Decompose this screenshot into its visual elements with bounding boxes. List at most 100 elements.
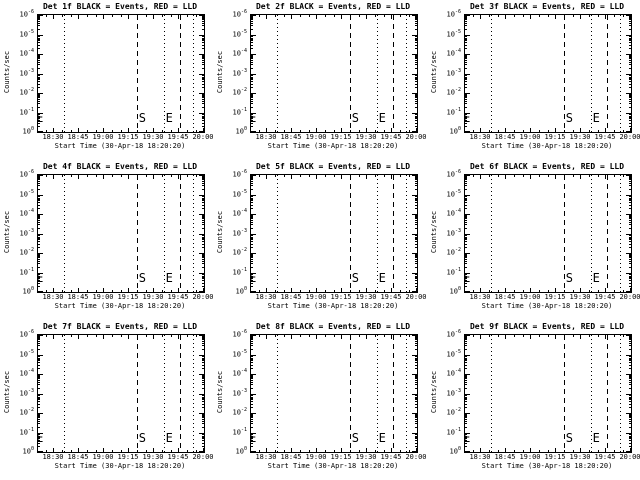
x-minor-tick — [473, 290, 474, 292]
y-minor-tick — [251, 55, 253, 56]
y-minor-tick — [251, 107, 253, 108]
y-minor-tick — [415, 394, 417, 395]
y-major-tick — [251, 394, 256, 395]
y-minor-tick — [251, 437, 253, 438]
y-minor-tick — [38, 68, 40, 69]
y-minor-tick — [415, 436, 417, 437]
y-minor-tick — [415, 215, 417, 216]
y-tick-exponent: -4 — [454, 48, 461, 54]
y-major-tick — [465, 433, 470, 434]
y-major-tick — [412, 273, 417, 274]
y-minor-tick — [251, 414, 253, 415]
y-minor-tick — [251, 117, 253, 118]
y-minor-tick — [251, 273, 253, 274]
y-minor-tick — [202, 434, 204, 435]
y-minor-tick — [629, 77, 631, 78]
y-minor-tick — [415, 95, 417, 96]
y-minor-tick — [251, 267, 253, 268]
dotted-reference-line — [591, 335, 592, 452]
y-minor-tick — [415, 415, 417, 416]
x-minor-tick — [300, 15, 301, 17]
x-minor-tick — [121, 15, 122, 17]
y-minor-tick — [415, 256, 417, 257]
y-minor-tick — [38, 87, 40, 88]
y-minor-tick — [251, 343, 253, 344]
x-major-tick — [416, 448, 417, 452]
flare-marker-letter: S — [565, 271, 573, 285]
x-major-tick — [580, 448, 581, 452]
y-minor-tick — [415, 224, 417, 225]
subplot-det-5f: Det 5f BLACK = Events, RED = LLD Counts/s… — [213, 160, 427, 320]
y-major-tick — [251, 433, 256, 434]
y-minor-tick — [415, 244, 417, 245]
y-minor-tick — [465, 117, 467, 118]
y-minor-tick — [38, 234, 40, 235]
flare-marker-letter: E — [592, 271, 600, 285]
y-minor-tick — [38, 241, 40, 242]
y-minor-tick — [465, 177, 467, 178]
y-minor-tick — [415, 84, 417, 85]
y-minor-tick — [38, 398, 40, 399]
x-minor-tick — [539, 335, 540, 337]
y-tick-exponent: 0 — [243, 446, 247, 452]
y-minor-tick — [202, 239, 204, 240]
x-minor-tick — [275, 15, 276, 17]
flare-marker-letter: E — [592, 111, 600, 125]
y-tick-label: 10-6 — [232, 329, 247, 339]
y-minor-tick — [251, 48, 253, 49]
y-minor-tick — [629, 388, 631, 389]
x-minor-tick — [259, 450, 260, 452]
y-minor-tick — [629, 208, 631, 209]
y-tick-exponent: -1 — [27, 106, 34, 113]
y-minor-tick — [38, 368, 40, 369]
y-tick-label: 100 — [235, 126, 247, 136]
y-minor-tick — [629, 101, 631, 102]
x-tick-label: 19:00 — [92, 453, 114, 461]
y-minor-tick — [415, 349, 417, 350]
x-minor-tick — [514, 15, 515, 17]
x-minor-tick — [523, 130, 524, 132]
y-major-tick — [199, 131, 204, 132]
y-minor-tick — [629, 79, 631, 80]
x-minor-tick — [62, 290, 63, 292]
y-minor-tick — [202, 103, 204, 104]
y-tick-exponent: -3 — [240, 387, 247, 394]
y-tick-exponent: -4 — [27, 208, 34, 214]
y-minor-tick — [415, 239, 417, 240]
y-minor-tick — [202, 283, 204, 284]
y-minor-tick — [251, 181, 253, 182]
y-minor-tick — [38, 116, 40, 117]
x-major-tick — [266, 448, 267, 452]
y-minor-tick — [415, 438, 417, 439]
y-minor-tick — [38, 113, 40, 114]
y-minor-tick — [251, 399, 253, 400]
x-axis-label: Start Time (30-Apr-18 18:20:20) — [267, 302, 399, 310]
y-major-tick — [412, 195, 417, 196]
x-minor-tick — [589, 335, 590, 337]
y-minor-tick — [465, 437, 467, 438]
y-minor-tick — [202, 208, 204, 209]
y-minor-tick — [629, 380, 631, 381]
y-minor-tick — [202, 18, 204, 19]
x-major-tick — [555, 448, 556, 452]
y-tick-label: 10-2 — [232, 87, 247, 97]
y-minor-tick — [251, 62, 253, 63]
x-tick-label: 19:45 — [594, 133, 616, 141]
x-major-tick — [266, 288, 267, 292]
y-minor-tick — [465, 196, 467, 197]
x-tick-label: 18:45 — [67, 293, 89, 301]
x-minor-tick — [589, 290, 590, 292]
y-minor-tick — [629, 35, 631, 36]
y-major-tick — [465, 74, 470, 75]
y-minor-tick — [465, 56, 467, 57]
y-minor-tick — [202, 376, 204, 377]
y-tick-label: 10-6 — [446, 169, 461, 179]
y-minor-tick — [38, 35, 40, 36]
y-minor-tick — [202, 274, 204, 275]
y-minor-tick — [251, 38, 253, 39]
y-minor-tick — [202, 57, 204, 58]
x-minor-tick — [409, 290, 410, 292]
y-minor-tick — [38, 254, 40, 255]
flare-marker-letter: E — [249, 111, 257, 125]
